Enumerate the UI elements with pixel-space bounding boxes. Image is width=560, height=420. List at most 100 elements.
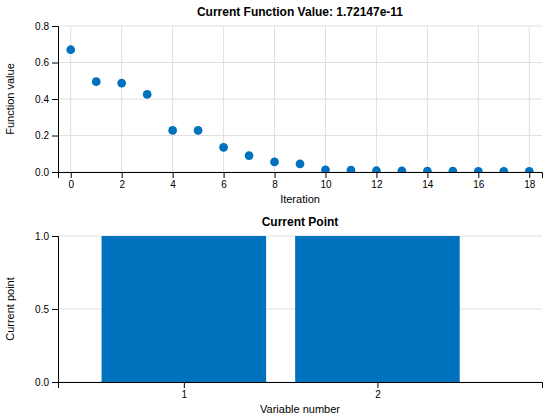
- x-axis: 12: [59, 382, 543, 400]
- tick-mark: [52, 309, 58, 310]
- point: [66, 45, 75, 54]
- tick-mark: [275, 172, 276, 178]
- tick: 14: [422, 172, 434, 190]
- tick: 0.6: [35, 57, 58, 68]
- x-axis-title: Variable number: [260, 403, 340, 415]
- tick: 18: [524, 172, 536, 190]
- point: [372, 166, 381, 172]
- bar: [102, 236, 267, 382]
- point: [143, 90, 152, 99]
- x-axis-title: Iteration: [280, 193, 320, 205]
- y-axis: 0.0 0.2 0.4 0.6 0.8: [35, 21, 58, 178]
- tick-mark: [52, 26, 58, 27]
- point: [270, 158, 279, 167]
- grid: [58, 26, 542, 172]
- tick: 1.0: [35, 231, 58, 242]
- point: [347, 166, 356, 172]
- grid-line: [58, 135, 542, 136]
- tick-mark: [71, 172, 72, 178]
- tick-mark: [52, 136, 58, 137]
- tick: 2: [119, 172, 125, 190]
- tick-label: 0: [68, 179, 74, 190]
- axis-line: [59, 383, 543, 389]
- axis-line: [52, 237, 59, 383]
- tick-mark: [52, 99, 58, 100]
- tick-label: 18: [524, 179, 536, 190]
- tick: 12: [371, 172, 383, 190]
- y-axis-title: Function value: [4, 63, 16, 135]
- tick: 8: [272, 172, 278, 190]
- tick: 0: [68, 172, 74, 190]
- tick: 1: [182, 382, 188, 400]
- panel: 0 2 4 6 8 10 12 14 16 18 0.0 0.2 0.4 0.6 0.8 Current Fu…: [4, 5, 543, 205]
- y-axis: 0.0 0.5 1.0: [35, 231, 58, 388]
- tick: 0.4: [35, 94, 58, 105]
- tick-label: 10: [320, 179, 332, 190]
- point: [423, 167, 432, 172]
- tick: 6: [221, 172, 227, 190]
- tick-mark: [52, 172, 58, 173]
- tick: 0.8: [35, 21, 58, 32]
- axis-line: [59, 173, 543, 179]
- marks: [66, 45, 533, 172]
- title: Current Function Value: 1.72147e-11: [197, 5, 403, 19]
- grid-line: [58, 62, 542, 63]
- point: [219, 143, 228, 152]
- tick-mark: [173, 172, 174, 178]
- tick: 0.0: [35, 167, 58, 178]
- grid-line: [427, 26, 428, 172]
- tick-label: 0.0: [35, 167, 49, 178]
- title: Current Point: [262, 215, 339, 229]
- tick-label: 6: [221, 179, 227, 190]
- tick-label: 0.5: [35, 304, 49, 315]
- grid-line: [58, 26, 542, 27]
- point: [194, 126, 203, 135]
- grid-line: [478, 26, 479, 172]
- point: [398, 167, 407, 172]
- tick-label: 4: [170, 179, 176, 190]
- tick-label: 0.6: [35, 57, 49, 68]
- figure: 0246810121416180.00.20.40.60.8Current Fu…: [0, 0, 560, 420]
- tick-label: 8: [272, 179, 278, 190]
- grid: [58, 236, 542, 382]
- tick: 16: [473, 172, 485, 190]
- tick-label: 0.2: [35, 130, 49, 141]
- tick: 0.2: [35, 130, 58, 141]
- tick: 0.5: [35, 304, 58, 315]
- tick: 4: [170, 172, 176, 190]
- grid-line: [274, 26, 275, 172]
- point: [92, 77, 101, 86]
- tick-mark: [427, 172, 428, 178]
- tick-label: 14: [422, 179, 434, 190]
- tick-label: 1: [182, 389, 188, 400]
- tick-mark: [122, 172, 123, 178]
- tick-label: 0.8: [35, 21, 49, 32]
- tick: 0.0: [35, 377, 58, 388]
- point: [296, 159, 305, 168]
- tick-mark: [377, 382, 378, 388]
- point: [321, 165, 330, 172]
- tick-label: 2: [119, 179, 125, 190]
- marks: [102, 236, 460, 382]
- tick-label: 2: [375, 389, 381, 400]
- x-axis: 0 2 4 6 8 10 12 14 16 18: [59, 172, 543, 190]
- point: [245, 151, 254, 160]
- tick: 10: [320, 172, 332, 190]
- panel: 120.00.51.0Current PointVariable numberC…: [4, 215, 543, 415]
- tick-label: 0.0: [35, 377, 49, 388]
- tick: 2: [375, 382, 381, 400]
- grid-line: [58, 99, 542, 100]
- grid-line: [172, 26, 173, 172]
- bar: [295, 236, 460, 382]
- axis-line: [52, 27, 59, 173]
- tick-label: 12: [371, 179, 383, 190]
- grid-line: [376, 26, 377, 172]
- point: [448, 167, 457, 172]
- tick-mark: [224, 172, 225, 178]
- point: [117, 79, 126, 88]
- tick-mark: [376, 172, 377, 178]
- grid-line: [325, 26, 326, 172]
- grid-line: [529, 26, 530, 172]
- tick-mark: [52, 236, 58, 237]
- point: [168, 126, 177, 135]
